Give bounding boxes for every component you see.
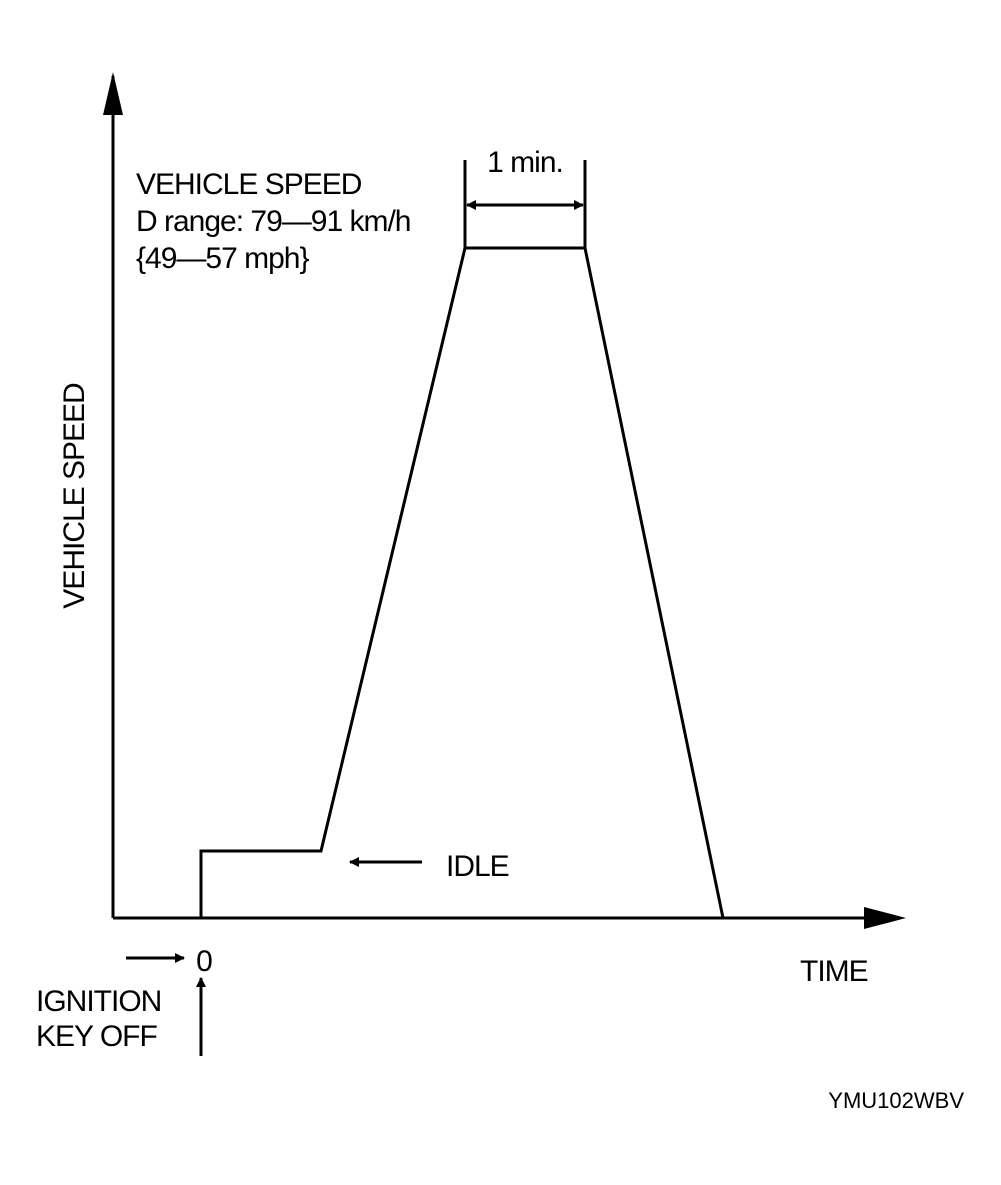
figure-code: YMU102WBV: [828, 1088, 964, 1113]
speed-range-kmh: D range: 79—91 km/h: [136, 205, 410, 238]
y-axis-label: VEHICLE SPEED: [58, 383, 91, 609]
y-axis-arrowhead: [103, 72, 123, 115]
speed-profile-line: [199, 246, 725, 919]
x-axis-label: TIME: [800, 955, 868, 988]
duration-label: 1 min.: [487, 146, 563, 179]
speed-range-mph: {49—57 mph}: [136, 242, 309, 275]
x-axis-arrowhead: [864, 907, 906, 929]
idle-label: IDLE: [446, 850, 509, 883]
speed-heading: VEHICLE SPEED: [136, 168, 362, 201]
ignition-label-line2: KEY OFF: [36, 1020, 157, 1053]
ignition-label-line1: IGNITION: [36, 985, 161, 1018]
x-origin-label: 0: [196, 945, 212, 978]
